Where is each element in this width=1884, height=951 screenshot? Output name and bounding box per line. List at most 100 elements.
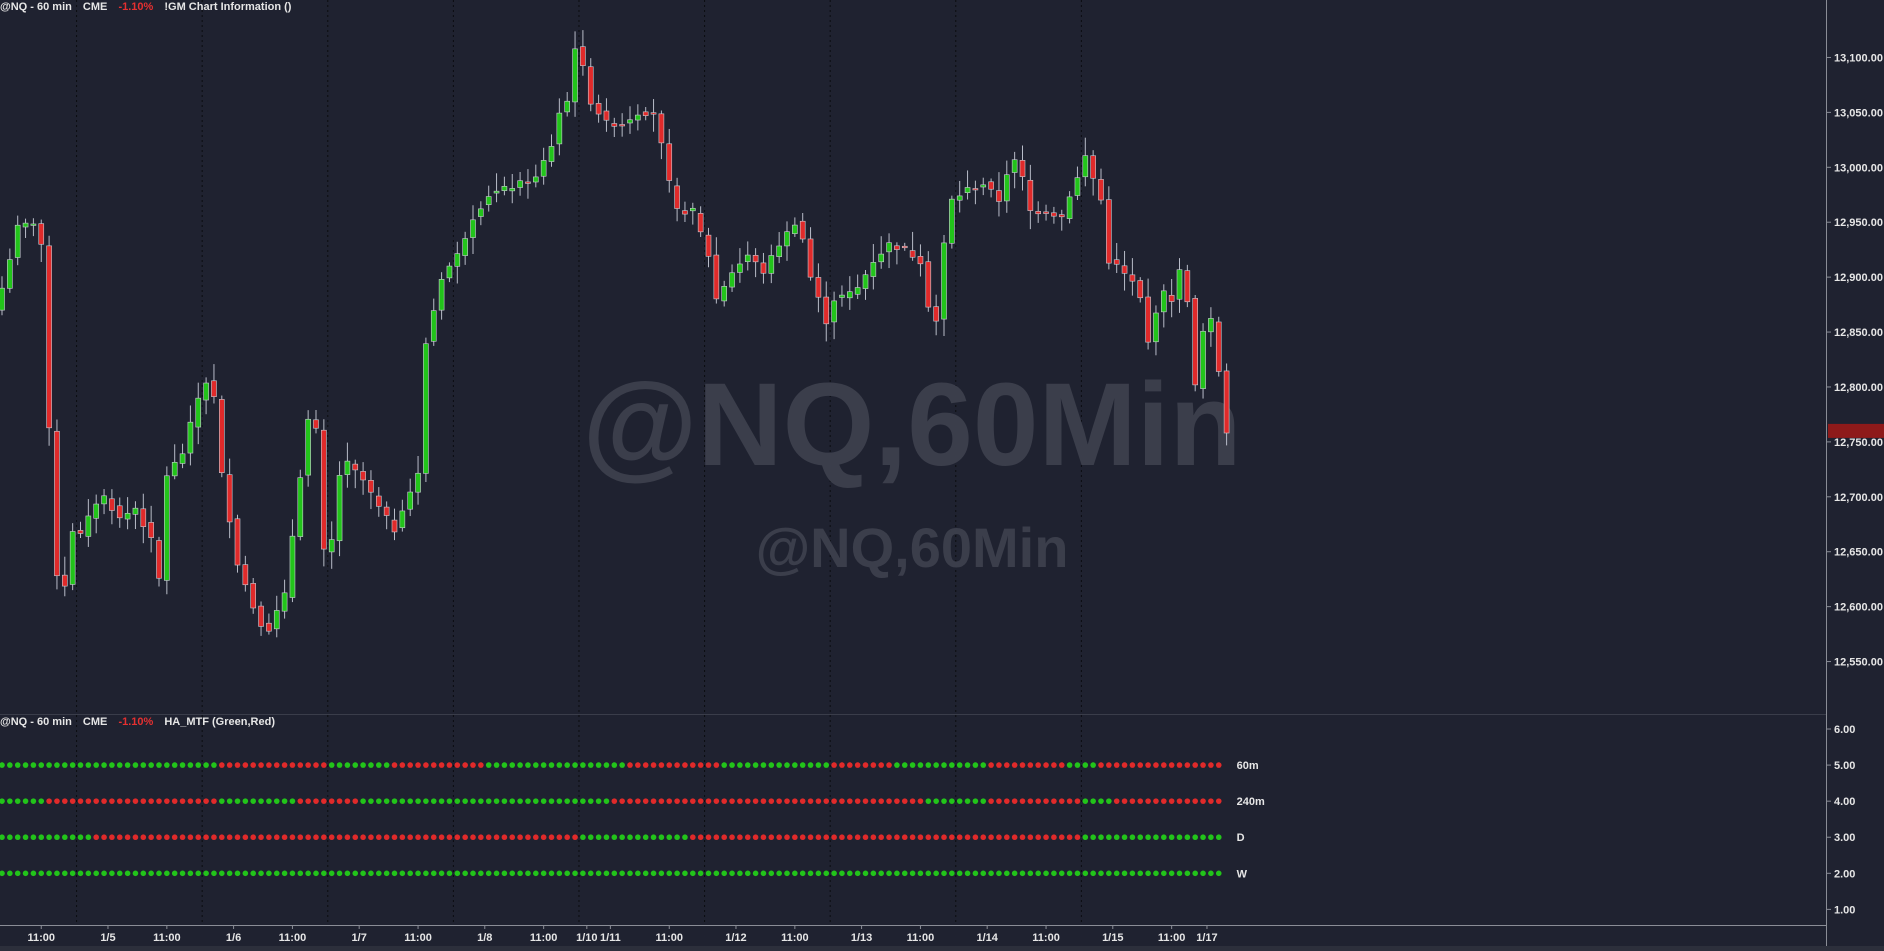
ha-dot — [38, 762, 45, 768]
ha-dot — [776, 798, 782, 804]
ha-dot — [752, 834, 759, 841]
candle-body-up — [1208, 318, 1214, 333]
candle — [792, 217, 798, 237]
ha-dot — [744, 798, 751, 804]
ha-dot — [1192, 798, 1198, 804]
ha-dot — [1192, 834, 1198, 841]
ha-dot — [226, 870, 233, 877]
ha-dot — [1074, 834, 1081, 841]
candle-body-down — [1051, 212, 1057, 217]
ha-dot — [870, 870, 877, 877]
ha-dot — [171, 834, 178, 841]
ha-dot — [54, 834, 60, 841]
ha-dot — [909, 798, 916, 804]
candle-body-down — [61, 574, 68, 587]
candle-body-up — [532, 176, 539, 183]
ha-dot — [423, 834, 429, 841]
ha-dot — [179, 798, 186, 804]
ha-dot — [62, 762, 68, 768]
candle — [85, 499, 92, 547]
ha-dot — [85, 762, 92, 768]
candle-body-down — [1043, 211, 1049, 214]
ha-dot — [281, 834, 288, 841]
ha-dot — [116, 798, 123, 804]
ha-dot — [1058, 834, 1065, 841]
ha-dot — [635, 762, 641, 768]
ha-dot — [281, 798, 288, 804]
candle — [988, 178, 994, 198]
ha-dot — [493, 762, 500, 768]
candle-body-up — [1074, 177, 1081, 196]
candle-body-up — [949, 198, 955, 244]
candle-body-up — [564, 100, 571, 113]
ha-dot — [46, 870, 52, 877]
ha-dot — [847, 870, 853, 877]
candle — [328, 521, 335, 569]
ha-dot — [1035, 870, 1041, 877]
candle-body-down — [760, 262, 767, 274]
ha-dot — [1011, 834, 1018, 841]
candle — [77, 521, 84, 538]
candle-body-down — [619, 124, 625, 127]
ha-dot — [493, 798, 500, 804]
candle-body-down — [595, 103, 602, 115]
dot-row-240m: 240m — [0, 796, 1265, 808]
ha-dot — [0, 870, 5, 877]
ha-dot — [501, 762, 508, 768]
candle-body-down — [1184, 270, 1191, 303]
ha-dot — [548, 870, 555, 877]
ha-dot — [1145, 870, 1151, 877]
y-axis-background — [1826, 0, 1884, 925]
candle-body-up — [854, 287, 861, 295]
ha-dot — [101, 870, 107, 877]
candle — [1137, 277, 1144, 303]
candle-body-up — [132, 507, 139, 515]
ha-dot — [548, 762, 555, 768]
y-tick-label: 12,950.00 — [1834, 217, 1883, 229]
ha-dot — [1161, 870, 1167, 877]
ha-dot — [870, 762, 877, 768]
candle — [917, 244, 924, 277]
ha-dot — [776, 870, 782, 877]
ha-dot — [901, 834, 908, 841]
ha-dot — [980, 762, 987, 768]
candle — [642, 107, 649, 121]
x-tick-label: 1/15 — [1102, 932, 1123, 944]
candle — [925, 251, 932, 312]
candle — [1011, 151, 1018, 189]
ha-dot — [446, 870, 453, 877]
candle — [823, 281, 830, 342]
ha-dot — [116, 762, 123, 768]
ha-dot — [462, 834, 468, 841]
ha-dot — [77, 870, 84, 877]
ha-dot — [1098, 870, 1104, 877]
ha-dot — [69, 834, 76, 841]
ha-dot — [124, 762, 131, 768]
candle-body-up — [124, 513, 131, 520]
ha-dot — [996, 798, 1002, 804]
ha-dot — [878, 762, 884, 768]
candle-body-up — [1161, 290, 1167, 313]
ha-dot — [250, 798, 256, 804]
ha-dot — [917, 762, 924, 768]
candle-body-down — [1035, 211, 1041, 215]
ha-dot — [1121, 762, 1128, 768]
ha-dot — [941, 870, 947, 877]
ha-dot — [407, 762, 414, 768]
ha-dot — [901, 798, 908, 804]
candle — [878, 236, 885, 269]
ha-dot — [933, 762, 939, 768]
candle — [1192, 295, 1198, 392]
ha-dot — [862, 762, 869, 768]
ha-dot — [485, 798, 492, 804]
candle — [203, 377, 209, 415]
ha-dot — [996, 870, 1002, 877]
ha-dot — [862, 798, 869, 804]
ha-dot — [933, 834, 939, 841]
candle-body-down — [580, 46, 586, 66]
ha-dot — [187, 870, 194, 877]
ha-dot — [705, 762, 712, 768]
candle — [30, 218, 37, 237]
ha-dot — [407, 798, 414, 804]
